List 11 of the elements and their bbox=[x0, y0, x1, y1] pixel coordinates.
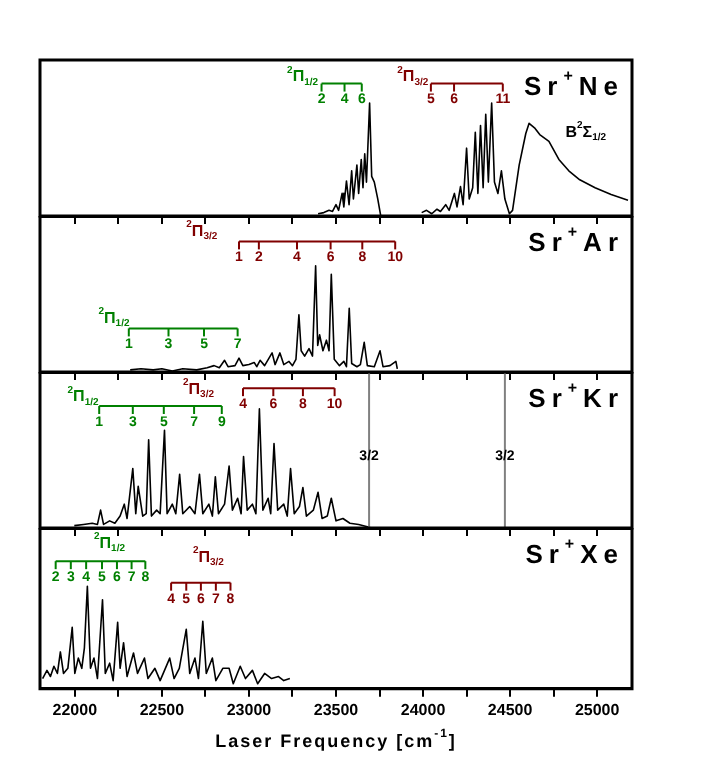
x-tick-label: 24000 bbox=[400, 700, 447, 719]
chart-title: Sr+Xe bbox=[525, 534, 625, 570]
chart-title: Sr+Ne bbox=[523, 66, 625, 102]
x-tick-label: 22000 bbox=[52, 700, 99, 719]
x-tick-label: 23500 bbox=[313, 700, 360, 719]
chart-title: Sr+Ar bbox=[528, 222, 625, 258]
x-tick-label: 25000 bbox=[574, 700, 621, 719]
x-tick-label: 22500 bbox=[139, 700, 186, 719]
x-tick-label: 23000 bbox=[226, 700, 273, 719]
x-tick-label: 24500 bbox=[487, 700, 534, 719]
chart-title: Sr+Kr bbox=[528, 378, 625, 414]
